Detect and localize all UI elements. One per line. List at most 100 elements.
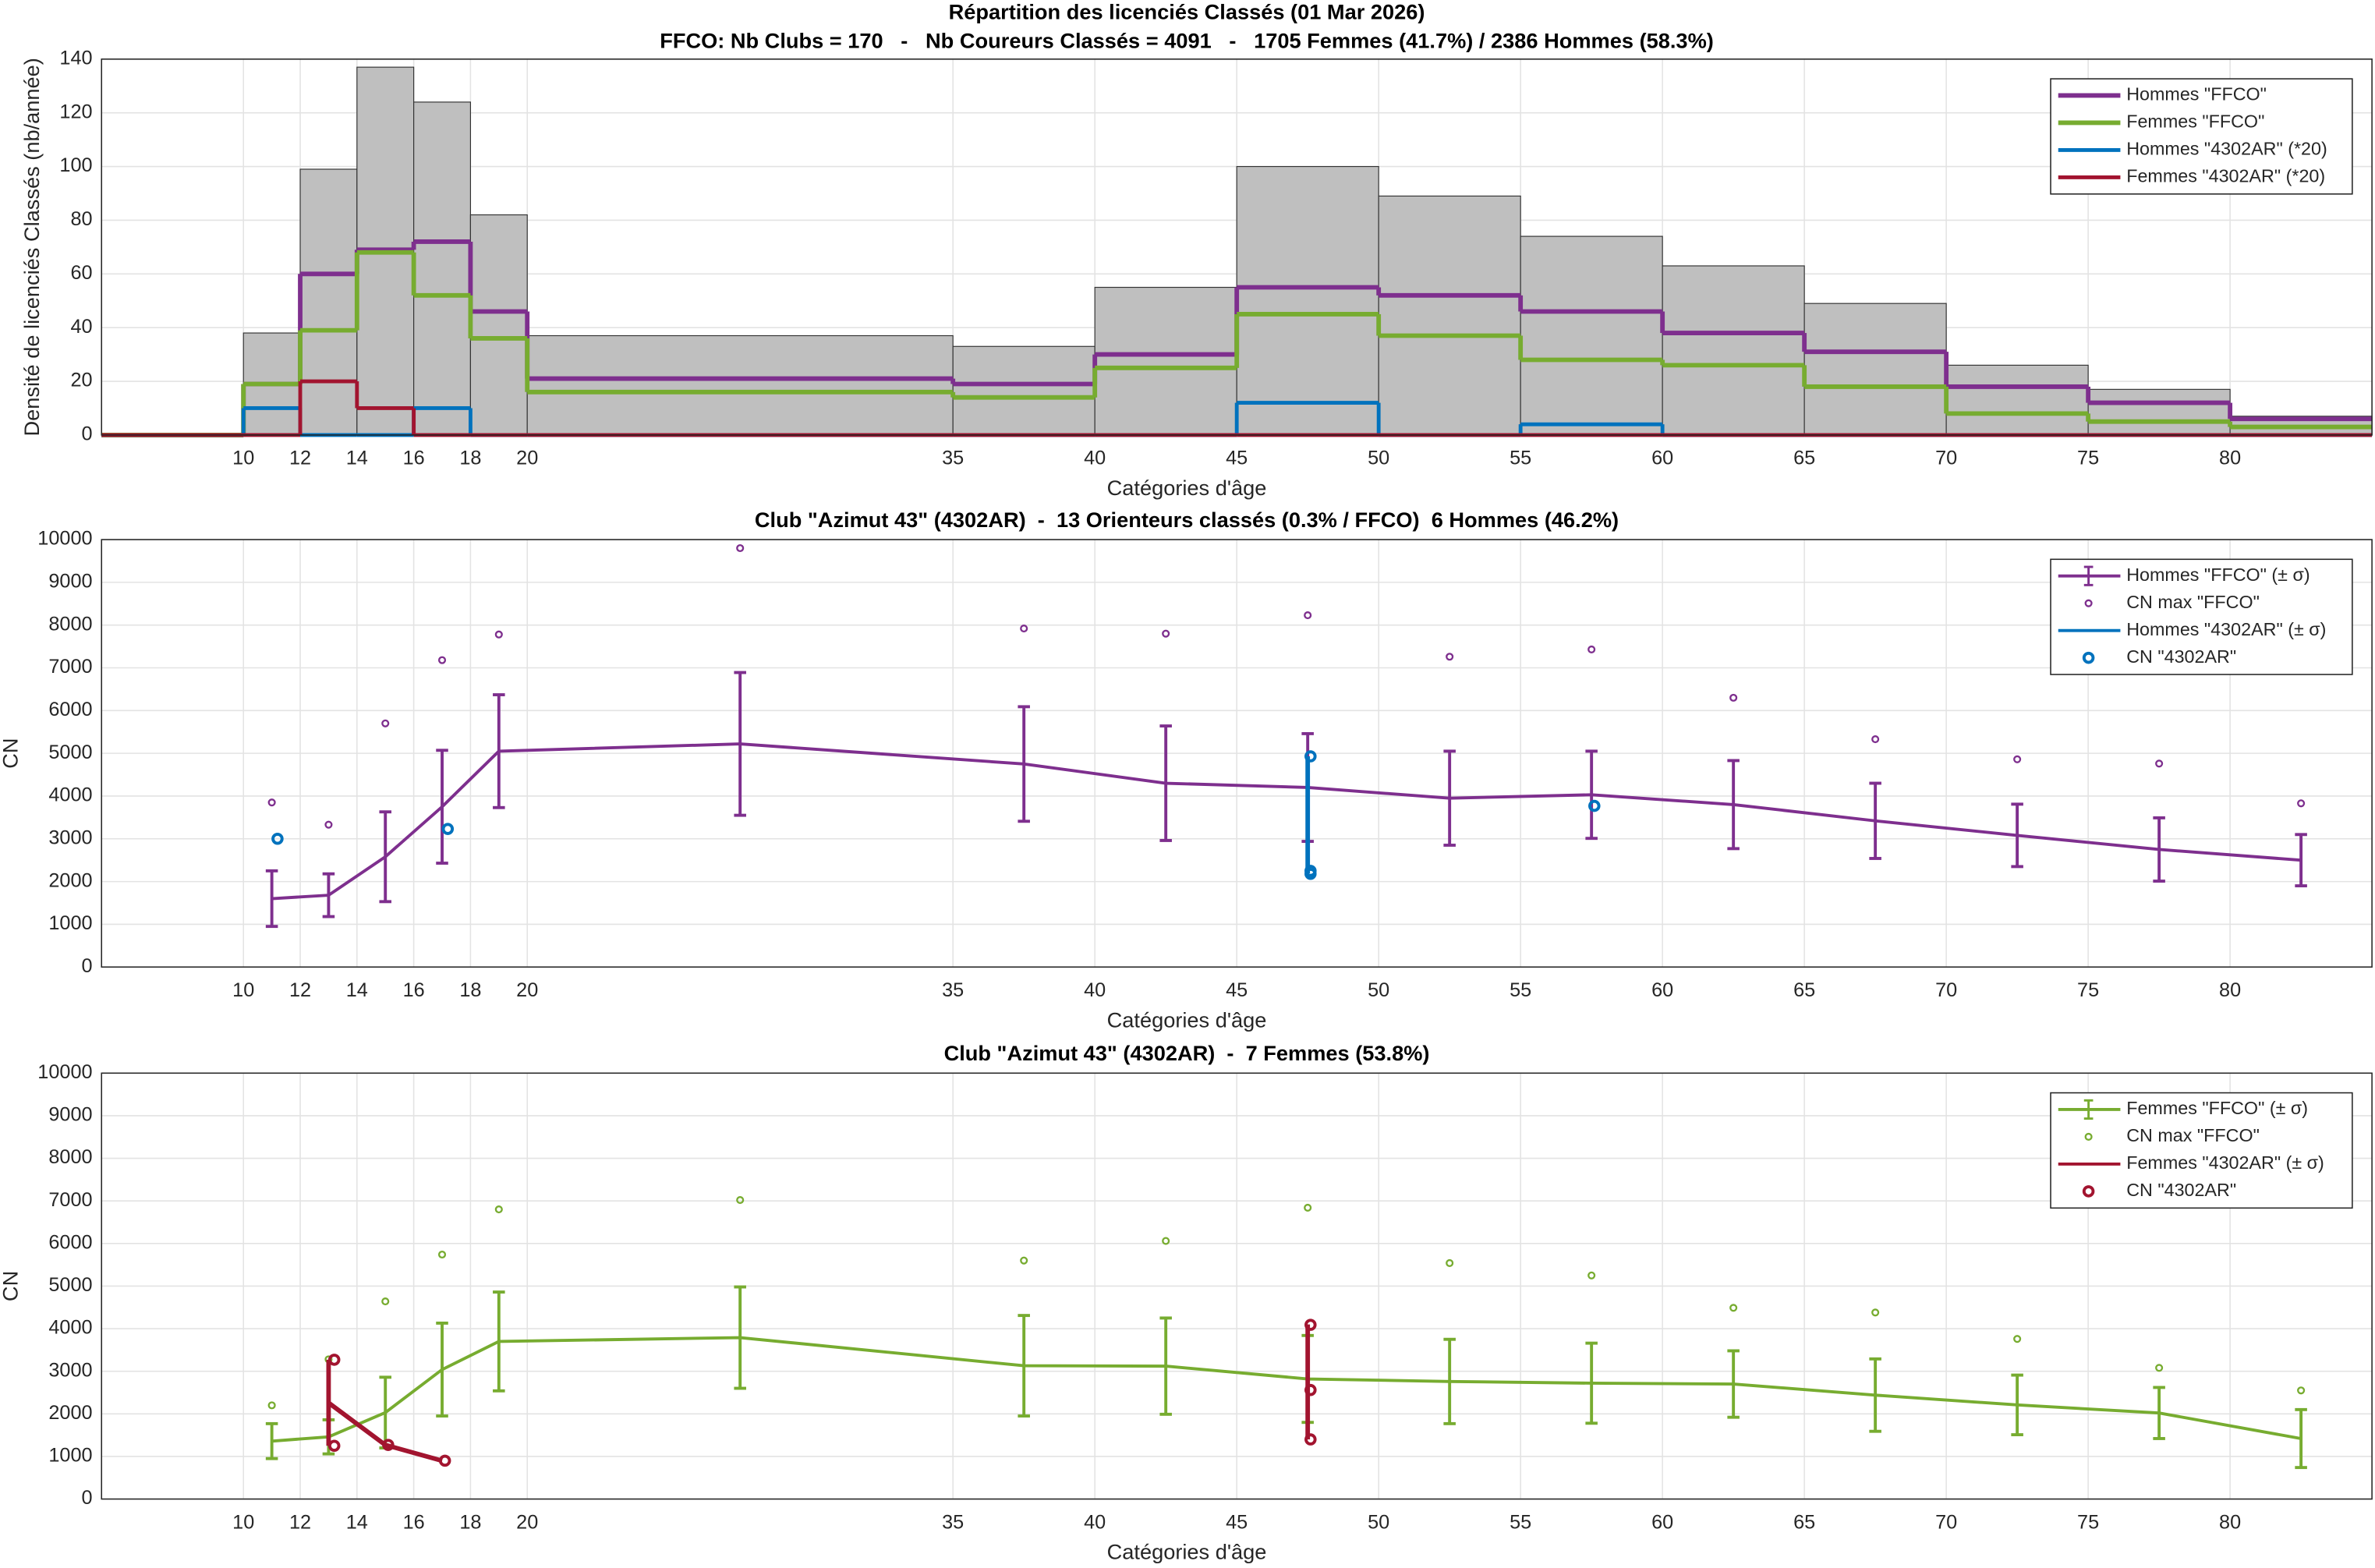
marker xyxy=(382,1439,395,1451)
x-tick-label: 12 xyxy=(289,1511,311,1533)
marker xyxy=(1304,1433,1317,1446)
marker xyxy=(2013,755,2022,763)
error-bar xyxy=(1018,705,1030,823)
x-tick-label: 55 xyxy=(1510,979,1531,1001)
y-tick-label: 3000 xyxy=(48,826,92,848)
y-tick-label: 20 xyxy=(70,370,92,391)
marker xyxy=(437,1250,447,1259)
x-tick-label: 20 xyxy=(516,979,538,1001)
x-tick-label: 70 xyxy=(1935,1511,1957,1533)
y-tick-label: 140 xyxy=(59,47,92,69)
histogram-bar xyxy=(469,214,528,436)
y-tick-label: 40 xyxy=(70,316,92,338)
marker xyxy=(1588,799,1601,812)
legend-label: CN max "FFCO" xyxy=(2126,592,2260,612)
marker xyxy=(271,832,284,845)
marker xyxy=(1587,1271,1596,1280)
legend-label: Hommes "4302AR" (± σ) xyxy=(2126,619,2326,639)
y-tick-label: 0 xyxy=(82,1487,93,1509)
y-tick-label: 120 xyxy=(59,101,92,122)
axes-box xyxy=(101,1072,2373,1500)
x-tick-label: 18 xyxy=(459,1511,481,1533)
legend-symbol xyxy=(2084,599,2093,607)
marker xyxy=(736,543,745,553)
marker xyxy=(1304,750,1317,763)
error-bar xyxy=(1869,781,1881,860)
x-tick-label: 10 xyxy=(232,1511,254,1533)
marker xyxy=(1446,653,1454,661)
chart-title: Club "Azimut 43" (4302AR) - 7 Femmes (53… xyxy=(944,1041,1430,1065)
x-tick-label: 45 xyxy=(1226,979,1248,1001)
marker xyxy=(1304,1383,1317,1396)
x-tick-label: 20 xyxy=(516,448,538,469)
y-tick-label: 8000 xyxy=(48,1146,92,1168)
x-tick-label: 60 xyxy=(1651,1511,1673,1533)
y-tick-label: 2000 xyxy=(48,1402,92,1424)
histogram-bar xyxy=(1803,303,1947,436)
axes-box xyxy=(101,58,2373,436)
marker xyxy=(327,1354,341,1366)
marker xyxy=(2297,1386,2306,1395)
marker xyxy=(1871,1308,1880,1317)
y-tick-label: 100 xyxy=(59,154,92,176)
marker xyxy=(381,719,390,727)
marker xyxy=(1020,1256,1028,1265)
marker xyxy=(1446,1258,1454,1267)
marker xyxy=(438,1454,451,1467)
legend-label: Hommes "FFCO" (± σ) xyxy=(2126,565,2310,585)
x-tick-label: 18 xyxy=(459,448,481,469)
x-axis-label: Catégories d'âge xyxy=(1107,1540,1267,1564)
x-tick-label: 55 xyxy=(1510,448,1531,469)
chart-subtitle: FFCO: Nb Clubs = 170 - Nb Coureurs Class… xyxy=(660,29,1714,53)
legend-label: Femmes "FFCO" xyxy=(2126,111,2264,132)
x-tick-label: 45 xyxy=(1226,1511,1248,1533)
legend-label: Femmes "FFCO" (± σ) xyxy=(2126,1098,2308,1118)
marker xyxy=(1304,611,1312,620)
marker xyxy=(1729,1304,1738,1312)
error-bar xyxy=(379,810,391,904)
marker xyxy=(2155,1364,2164,1372)
legend-label: CN max "FFCO" xyxy=(2126,1125,2260,1145)
y-axis-label: Densité de licenciés Classés (nb/année) xyxy=(19,58,44,436)
x-tick-label: 12 xyxy=(289,979,311,1001)
x-tick-label: 16 xyxy=(403,448,425,469)
chart: 10 12 14 16 18 20 35 40 45 50 55 60 65 70 75 80 0 1000 200… xyxy=(0,1041,2373,1564)
error-bar xyxy=(2011,1373,2023,1437)
histogram-bar xyxy=(1945,364,2089,436)
series-line xyxy=(271,1336,2302,1443)
x-tick-label: 60 xyxy=(1651,448,1673,469)
error-bar xyxy=(2153,1386,2165,1440)
y-tick-label: 6000 xyxy=(48,1231,92,1253)
marker xyxy=(494,630,503,639)
error-bar xyxy=(493,1290,505,1393)
y-tick-label: 9000 xyxy=(48,571,92,593)
series-line xyxy=(327,1400,443,1464)
x-tick-label: 55 xyxy=(1510,1511,1531,1533)
marker xyxy=(736,1196,745,1205)
histogram-bar xyxy=(2087,388,2231,436)
y-tick-label: 2000 xyxy=(48,869,92,891)
y-axis-label: CN xyxy=(0,1271,23,1301)
x-tick-label: 50 xyxy=(1368,979,1389,1001)
y-tick-label: 10000 xyxy=(37,1061,92,1083)
y-tick-label: 9000 xyxy=(48,1104,92,1126)
x-tick-label: 14 xyxy=(346,1511,368,1533)
x-tick-label: 65 xyxy=(1793,979,1815,1001)
y-tick-label: 5000 xyxy=(48,742,92,763)
error-bar xyxy=(1585,749,1598,841)
x-tick-label: 16 xyxy=(403,979,425,1001)
error-bar xyxy=(1869,1357,1881,1433)
legend-symbol xyxy=(2082,651,2095,664)
marker xyxy=(2155,759,2164,768)
x-tick-label: 12 xyxy=(289,448,311,469)
error-bar xyxy=(1443,749,1456,847)
x-tick-label: 75 xyxy=(2077,448,2099,469)
error-bar xyxy=(1018,1314,1030,1418)
error-bar xyxy=(734,1285,746,1390)
marker xyxy=(1587,645,1596,653)
x-tick-label: 80 xyxy=(2219,979,2241,1001)
histogram-bar xyxy=(1378,195,1521,436)
y-tick-label: 7000 xyxy=(48,656,92,678)
marker xyxy=(1162,629,1170,638)
